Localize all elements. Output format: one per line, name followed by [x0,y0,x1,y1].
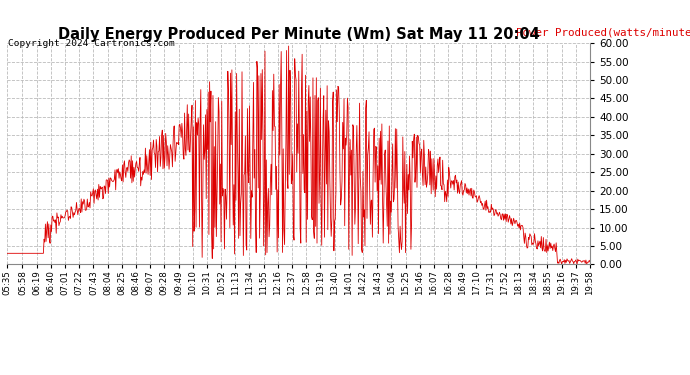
Text: Power Produced(watts/minute): Power Produced(watts/minute) [516,28,690,38]
Text: Copyright 2024 Cartronics.com: Copyright 2024 Cartronics.com [8,39,175,48]
Title: Daily Energy Produced Per Minute (Wm) Sat May 11 20:04: Daily Energy Produced Per Minute (Wm) Sa… [57,27,540,42]
